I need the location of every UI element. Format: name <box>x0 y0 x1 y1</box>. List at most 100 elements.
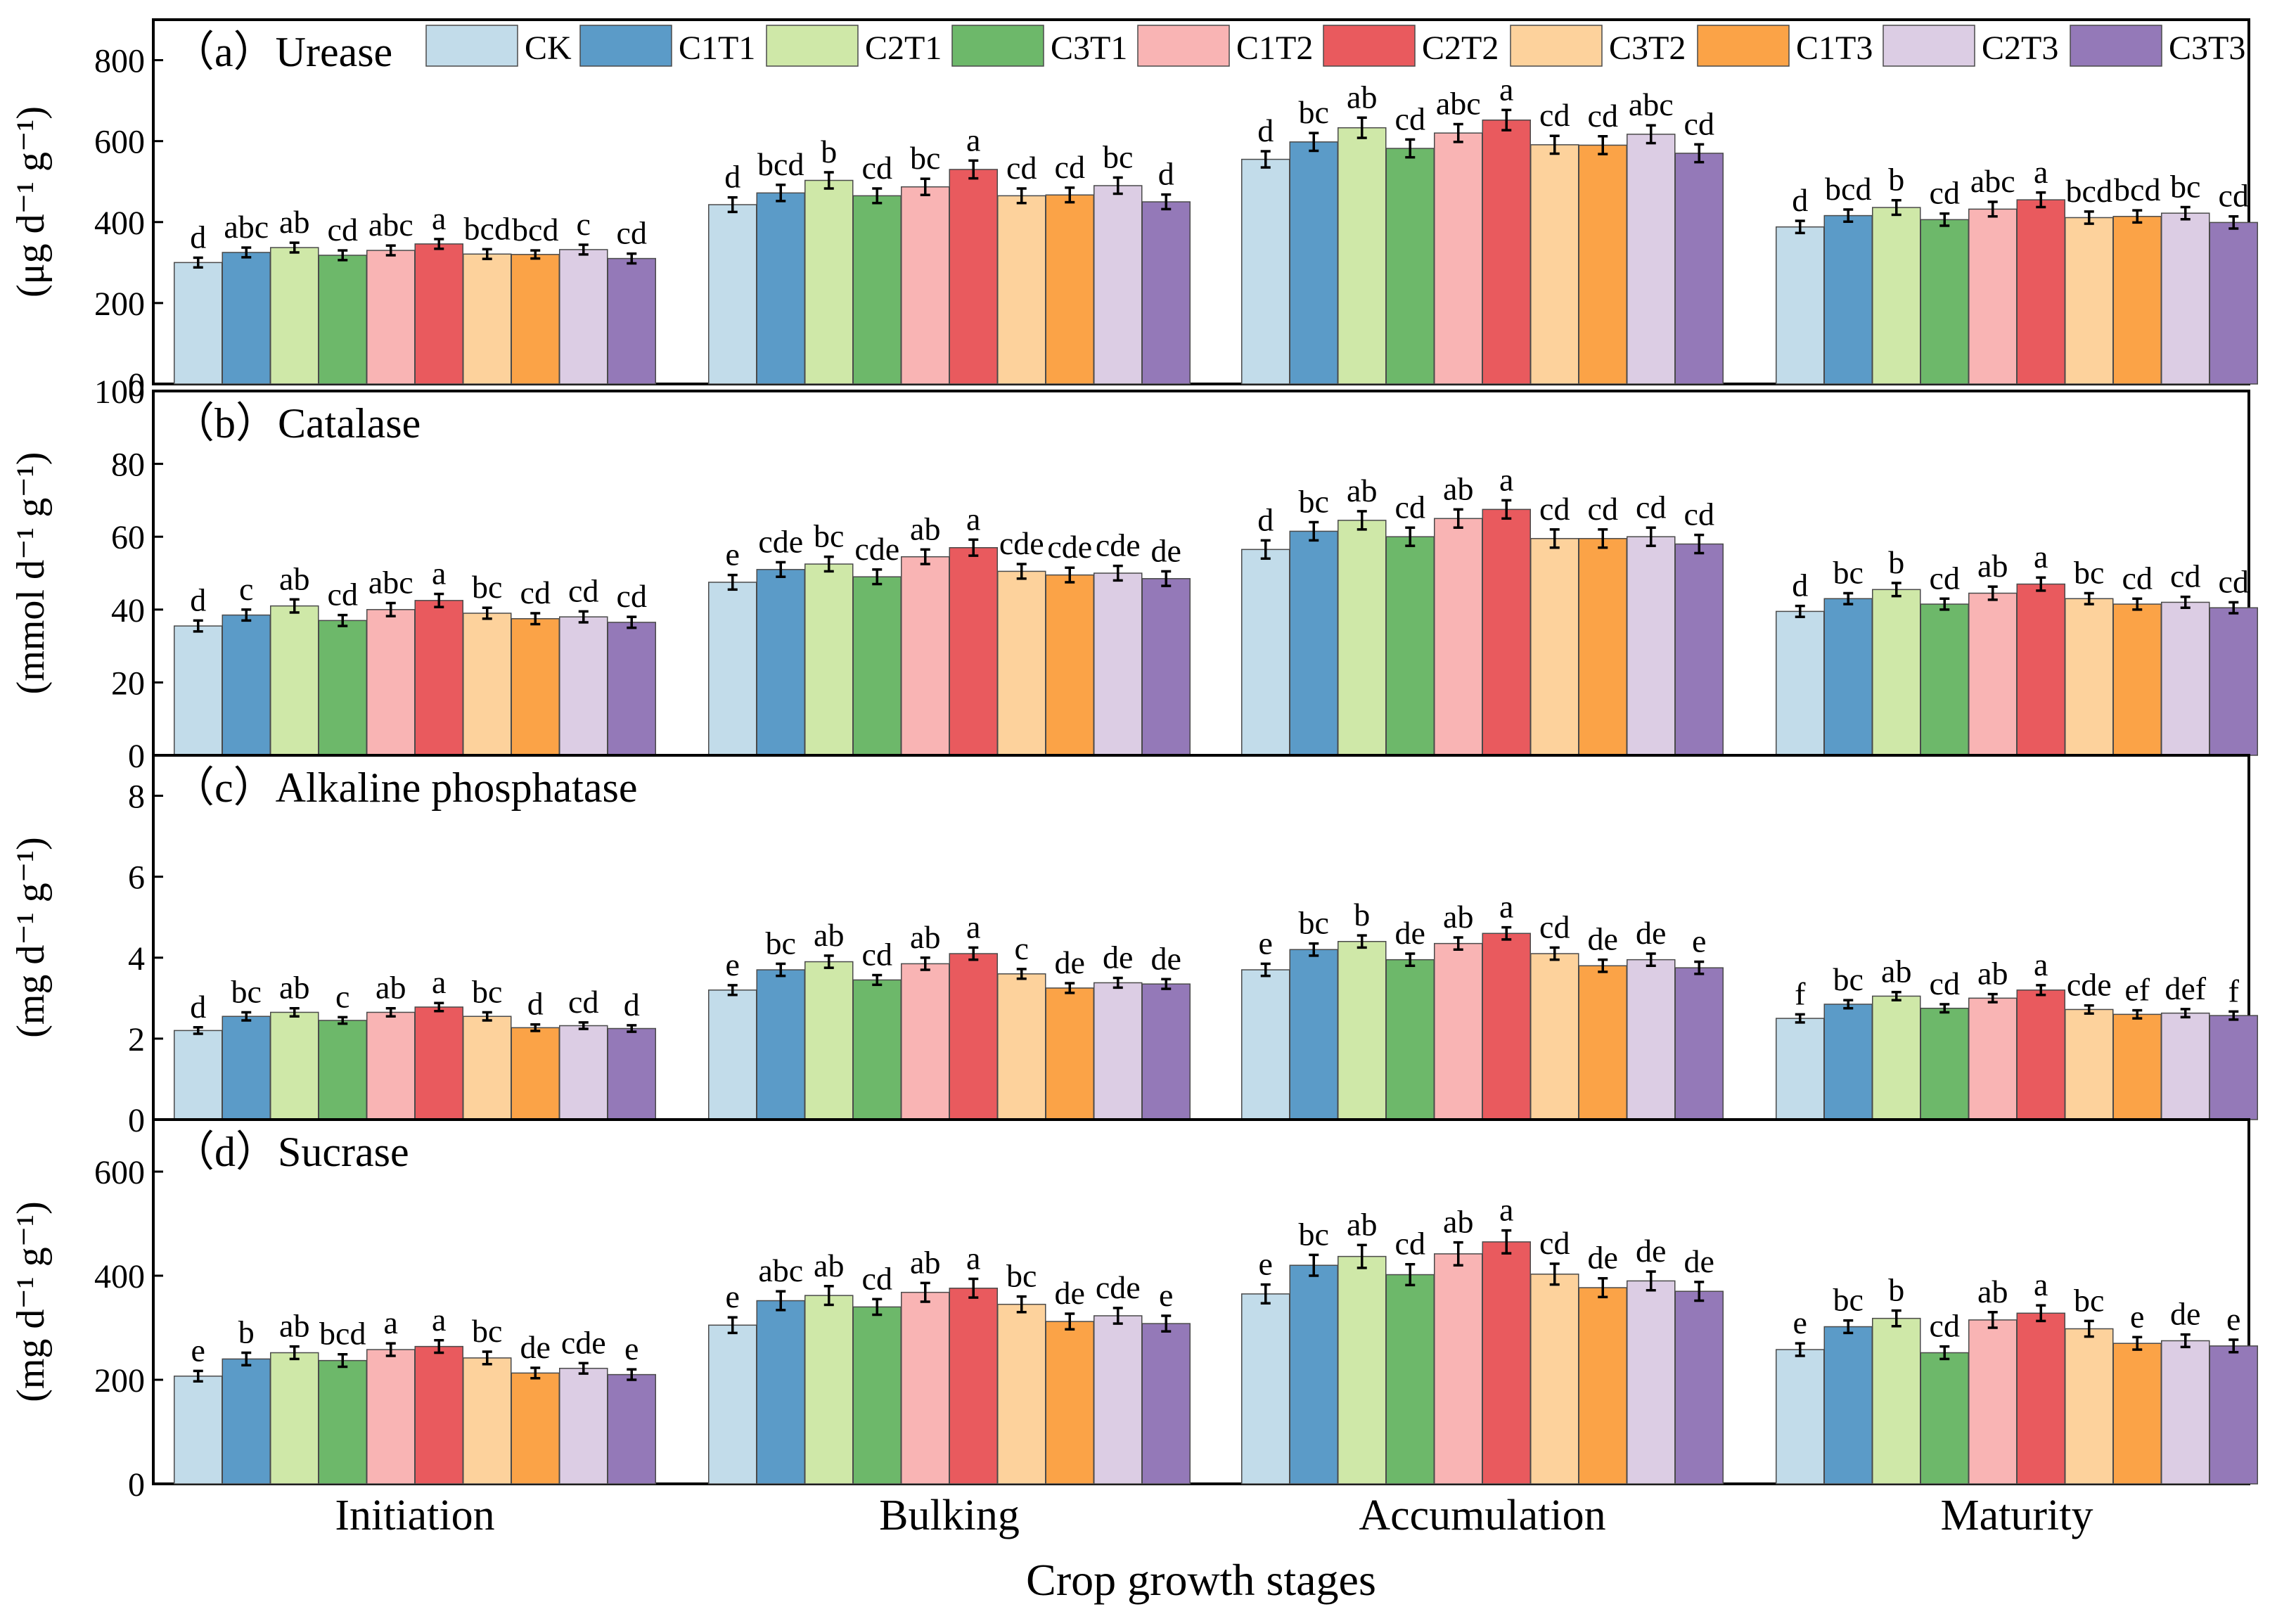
significance-label: c <box>239 571 253 607</box>
bar-c2t1-maturity <box>1872 207 1921 385</box>
significance-label: d <box>1257 501 1274 537</box>
significance-label: ab <box>1443 1204 1473 1240</box>
legend-item-c2t1: C2T1 <box>766 25 942 67</box>
bar-c3t2-maturity <box>2065 1008 2114 1120</box>
significance-label: ab <box>1443 470 1473 506</box>
x-tick-label-maturity: Maturity <box>1941 1492 2093 1539</box>
bar-c2t3-accumulation <box>1627 959 1676 1120</box>
significance-label: bc <box>1299 94 1329 130</box>
bar-c1t2-initiation <box>366 250 416 385</box>
bar-c1t2-maturity <box>1968 208 2018 385</box>
x-tick-label-initiation: Initiation <box>335 1492 494 1539</box>
panels-layer: （a）Urease(μg d⁻¹ g⁻¹)0200400600800ddddab… <box>9 18 2258 1504</box>
significance-label: cd <box>568 984 598 1020</box>
significance-label: a <box>1499 889 1513 925</box>
y-tick-label: 100 <box>94 373 145 411</box>
bar-c2t2-maturity <box>2016 583 2065 756</box>
bar-c2t3-bulking <box>1094 1315 1143 1485</box>
significance-label: abc <box>224 209 269 245</box>
bar-c2t2-accumulation <box>1482 933 1531 1120</box>
y-tick-label: 2 <box>128 1021 145 1058</box>
bar-ck-initiation <box>174 1030 223 1120</box>
legend-label: C3T2 <box>1609 30 1686 67</box>
bar-c2t3-maturity <box>2161 1340 2210 1485</box>
significance-label: e <box>1793 1305 1807 1340</box>
legend-item-c3t1: C3T1 <box>951 25 1127 67</box>
significance-label: e <box>1259 925 1273 961</box>
y-tick-label: 800 <box>94 43 145 80</box>
legend-swatch <box>2070 25 2162 67</box>
significance-label: cd <box>1930 175 1960 211</box>
significance-label: f <box>2228 973 2240 1008</box>
significance-label: ab <box>1977 956 2008 992</box>
bar-c3t2-maturity <box>2065 598 2114 756</box>
bar-c2t1-accumulation <box>1338 127 1387 385</box>
legend-label: C1T2 <box>1236 30 1313 67</box>
significance-label: e <box>2226 1301 2240 1337</box>
significance-label: de <box>1395 915 1425 951</box>
y-axis-title: (μg d⁻¹ g⁻¹) <box>9 106 53 297</box>
significance-label: bc <box>231 973 262 1009</box>
y-tick-label: 400 <box>94 1258 145 1295</box>
bar-ck-bulking <box>708 1324 757 1485</box>
bar-c2t2-initiation <box>414 1345 463 1485</box>
significance-label: abc <box>368 564 413 600</box>
bar-c1t1-bulking <box>756 569 805 756</box>
bar-c1t3-bulking <box>1045 194 1094 385</box>
significance-label: b <box>1888 1272 1904 1308</box>
legend-swatch <box>425 25 518 67</box>
legend-label: C3T1 <box>1051 30 1127 67</box>
significance-label: bc <box>1833 961 1864 997</box>
significance-label: cd <box>1588 491 1618 527</box>
significance-label: abc <box>368 207 413 243</box>
significance-label: cde <box>1047 529 1092 565</box>
bar-c1t1-initiation <box>222 614 271 756</box>
significance-label: d <box>1792 568 1808 603</box>
bar-c3t1-initiation <box>318 620 367 756</box>
x-axis-title: Crop growth stages <box>1026 1555 1376 1605</box>
significance-label: cd <box>862 937 892 973</box>
significance-label: de <box>2170 1296 2200 1332</box>
significance-label: ab <box>910 919 940 955</box>
significance-label: a <box>2034 154 2048 190</box>
significance-label: d <box>190 219 206 255</box>
bar-c2t3-initiation <box>559 1367 608 1485</box>
significance-label: b <box>821 134 837 169</box>
bar-c3t3-initiation <box>607 1373 656 1485</box>
bar-c3t3-maturity <box>2209 607 2258 756</box>
bar-c2t3-accumulation <box>1627 536 1676 756</box>
legend-swatch <box>1510 25 1603 67</box>
panel-b: （b）Catalase(mmol d⁻¹ g⁻¹)020406080100ded… <box>9 373 2258 775</box>
bar-c2t3-initiation <box>559 249 608 385</box>
bar-c1t1-bulking <box>756 192 805 385</box>
legend-swatch <box>1883 25 1975 67</box>
significance-label: ab <box>1347 1206 1377 1242</box>
bar-c2t2-maturity <box>2016 199 2065 385</box>
bar-c3t2-maturity <box>2065 1328 2114 1485</box>
bar-c2t1-bulking <box>804 563 854 756</box>
significance-label: cd <box>1395 101 1425 136</box>
bar-c2t1-initiation <box>270 247 319 385</box>
y-axis-title: (mmol d⁻¹ g⁻¹) <box>9 452 53 695</box>
bar-c1t1-initiation <box>222 1015 271 1120</box>
significance-label: bc <box>814 518 844 554</box>
bar-c3t1-maturity <box>1920 603 1969 756</box>
bar-c2t2-initiation <box>414 243 463 385</box>
significance-label: a <box>966 1240 980 1276</box>
bar-c3t3-initiation <box>607 1027 656 1120</box>
bar-c2t3-bulking <box>1094 982 1143 1120</box>
bar-c3t3-initiation <box>607 622 656 756</box>
bar-c1t1-accumulation <box>1289 141 1338 385</box>
significance-label: ab <box>814 917 844 953</box>
significance-label: abc <box>1629 87 1674 122</box>
bar-c3t1-bulking <box>852 979 902 1120</box>
panel-title: （a）Urease <box>172 29 392 75</box>
bar-c1t2-accumulation <box>1434 942 1483 1120</box>
bar-ck-bulking <box>708 989 757 1120</box>
bar-c3t2-accumulation <box>1530 144 1579 385</box>
bar-c2t1-bulking <box>804 1295 854 1485</box>
bar-c3t2-bulking <box>997 1303 1046 1485</box>
significance-label: ab <box>279 560 309 596</box>
bar-c3t2-bulking <box>997 973 1046 1120</box>
